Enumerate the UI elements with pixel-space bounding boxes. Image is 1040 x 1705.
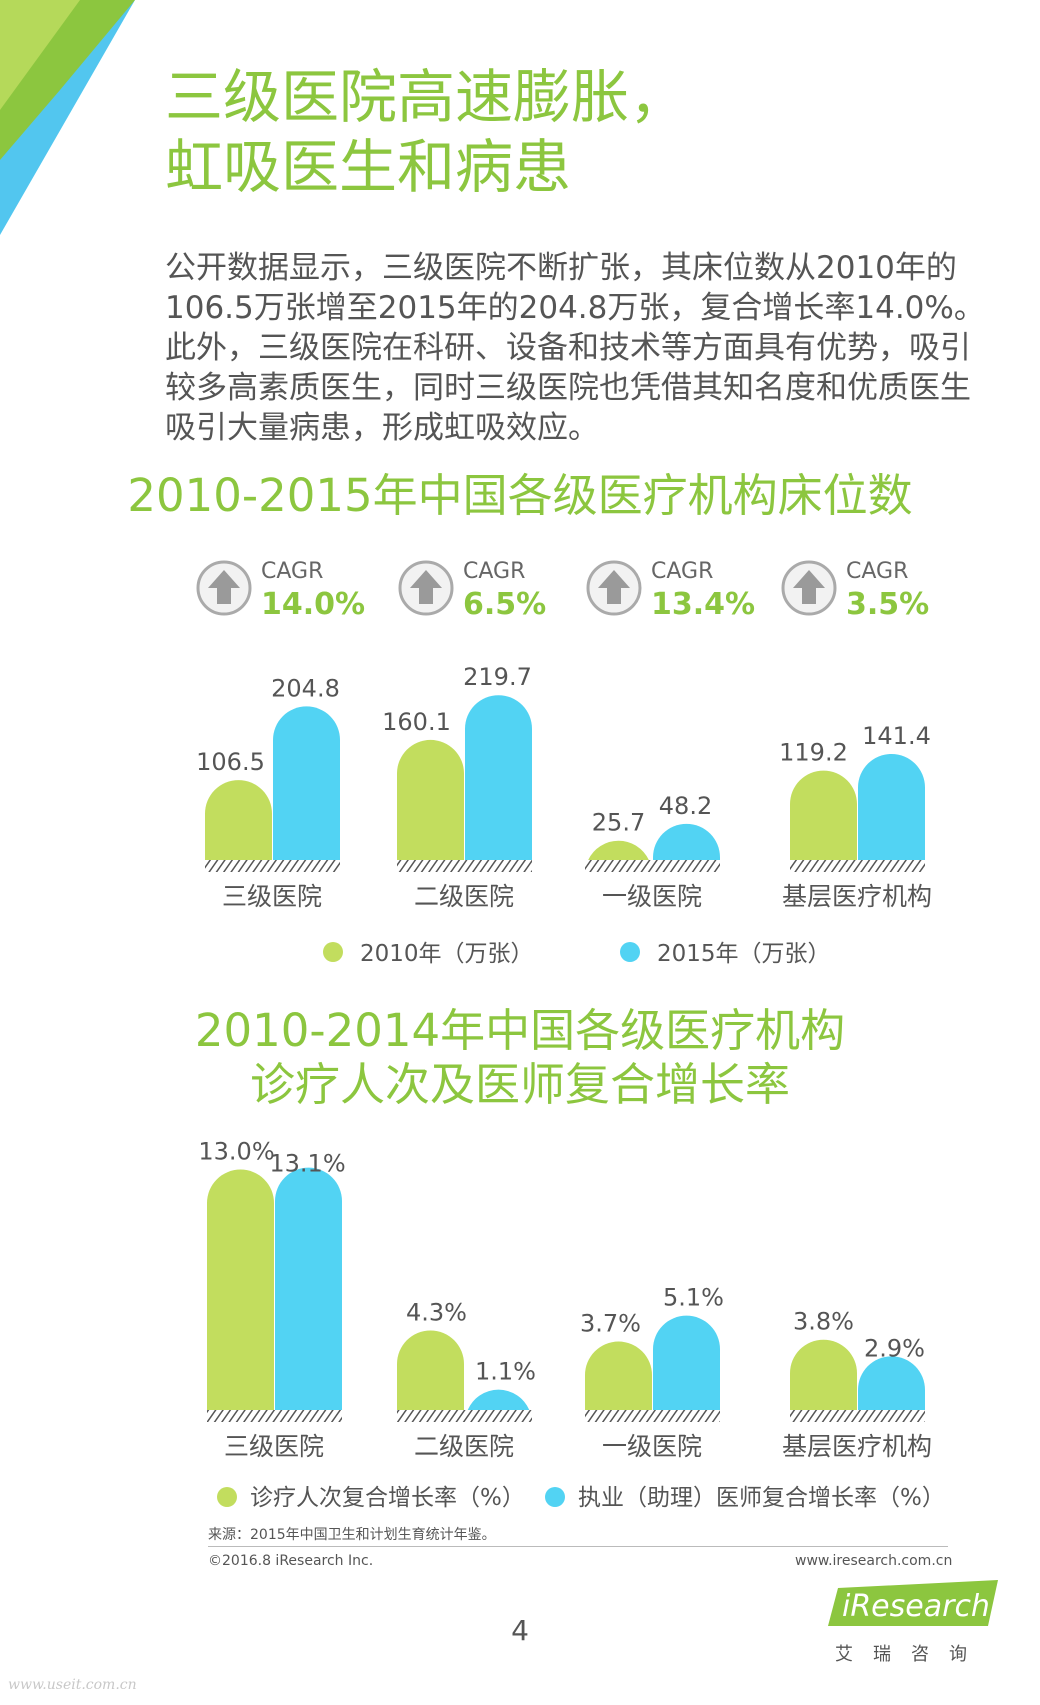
- data-label-series-1: 13.0%: [198, 1138, 274, 1166]
- data-label-series-1: 160.1: [382, 708, 451, 736]
- category-label: 基层医疗机构: [782, 882, 932, 911]
- category-label: 三级医院: [222, 882, 322, 911]
- cagr-badge: CAGR 3.5%: [780, 557, 950, 637]
- cagr-label: CAGR: [261, 559, 324, 584]
- bar-series-2: [858, 753, 925, 860]
- data-label-series-2: 1.1%: [475, 1358, 536, 1386]
- legend-label-doctors: 执业（助理）医师复合增长率（%）: [578, 1485, 945, 1511]
- bar-base-hatch: [397, 860, 532, 872]
- bar-series-2: [653, 1315, 720, 1410]
- up-arrow-icon: [781, 560, 837, 616]
- cagr-value: 13.4%: [651, 587, 756, 622]
- bar-base-hatch: [790, 1410, 925, 1422]
- chart2-title: 2010-2014年中国各级医疗机构 诊疗人次及医师复合增长率: [0, 1004, 1040, 1112]
- category-label: 三级医院: [224, 1432, 324, 1461]
- copyright: ©2016.8 iResearch Inc.: [208, 1553, 374, 1569]
- legend-label-2015: 2015年（万张）: [657, 941, 831, 967]
- category-label: 一级医院: [602, 1432, 702, 1461]
- bar-base-hatch: [397, 1410, 532, 1422]
- chart2-title-line-1: 2010-2014年中国各级医疗机构: [194, 1004, 846, 1057]
- bar-series-1: [790, 770, 857, 860]
- bar-series-1: [588, 840, 649, 860]
- cagr-badge: CAGR 13.4%: [585, 557, 755, 637]
- data-label-series-2: 13.1%: [269, 1150, 345, 1178]
- page-title-line-1: 三级医院高速膨胀，: [165, 63, 688, 131]
- data-label-series-1: 25.7: [592, 809, 645, 837]
- legend-label-2010: 2010年（万张）: [360, 941, 534, 967]
- category-label: 一级医院: [602, 882, 702, 911]
- chart2-growth-rate: 13.0%13.1% 三级医院 4.3% 1.1% 二级医院 3.7% 5.1% 一级医院 3.…: [198, 1138, 932, 1462]
- bar-base-hatch: [207, 1410, 342, 1422]
- bar-series-1: [207, 1169, 274, 1410]
- up-arrow-icon: [398, 560, 454, 616]
- up-arrow-icon: [586, 560, 642, 616]
- bar-series-2: [275, 1167, 342, 1410]
- watermark: www.useit.com.cn: [8, 1677, 137, 1693]
- bar-base-hatch: [790, 860, 925, 872]
- chart1-bed-count: 106.5 204.8 三级医院 160.1 219.7 二级医院 25.7 48.2 一级医院…: [196, 663, 932, 911]
- data-label-series-1: 106.5: [196, 748, 265, 776]
- data-label-series-1: 4.3%: [406, 1298, 467, 1326]
- cagr-label: CAGR: [846, 559, 909, 584]
- bar-series-1: [397, 739, 464, 860]
- bar-series-2: [858, 1356, 925, 1410]
- data-label-series-2: 141.4: [862, 722, 931, 750]
- category-label: 二级医院: [414, 882, 514, 911]
- data-label-series-2: 219.7: [463, 663, 532, 691]
- bar-series-1: [397, 1330, 464, 1410]
- bar-series-2: [465, 695, 532, 860]
- data-label-series-2: 2.9%: [864, 1334, 925, 1362]
- legend-dot-doctors: [545, 1487, 565, 1507]
- cagr-value: 14.0%: [261, 587, 366, 622]
- page-number: 4: [511, 1614, 529, 1647]
- cagr-value: 6.5%: [463, 587, 547, 622]
- cagr-label: CAGR: [651, 559, 714, 584]
- cagr-label: CAGR: [463, 559, 526, 584]
- iresearch-logo: iResearch: [828, 1580, 998, 1626]
- category-label: 二级医院: [414, 1432, 514, 1461]
- chart2-title-line-2: 诊疗人次及医师复合增长率: [249, 1058, 790, 1111]
- cagr-badge: CAGR 14.0%: [195, 557, 365, 637]
- logo-text: iResearch: [842, 1589, 990, 1624]
- logo-subtitle: 艾瑞咨询: [835, 1644, 987, 1665]
- data-label-series-1: 3.7%: [580, 1310, 641, 1338]
- corner-decoration: [0, 0, 135, 235]
- legend-dot-visits: [217, 1487, 237, 1507]
- category-label: 基层医疗机构: [782, 1432, 932, 1461]
- bar-base-hatch: [585, 1410, 720, 1422]
- page-title: 三级医院高速膨胀， 虹吸医生和病患: [165, 62, 687, 202]
- bar-series-1: [790, 1339, 857, 1410]
- footer-divider: [208, 1546, 948, 1547]
- intro-text: 公开数据显示，三级医院不断扩张，其床位数从2010年的106.5万张增至2015…: [165, 250, 985, 446]
- bar-base-hatch: [585, 860, 720, 872]
- chart1-title: 2010-2015年中国各级医疗机构床位数: [127, 469, 913, 522]
- bar-series-2: [467, 1389, 530, 1410]
- data-label-series-2: 204.8: [271, 674, 340, 702]
- data-label-series-1: 119.2: [779, 739, 848, 767]
- source-note: 来源：2015年中国卫生和计划生育统计年鉴。: [208, 1527, 496, 1543]
- data-label-series-2: 48.2: [659, 792, 712, 820]
- legend-dot-2015: [620, 942, 640, 962]
- cagr-badge: CAGR 6.5%: [397, 557, 567, 637]
- data-label-series-1: 3.8%: [793, 1308, 854, 1336]
- cagr-value: 3.5%: [846, 587, 930, 622]
- legend-dot-2010: [323, 942, 343, 962]
- bar-series-1: [205, 780, 272, 860]
- up-arrow-icon: [196, 560, 252, 616]
- legend-label-visits: 诊疗人次复合增长率（%）: [250, 1485, 525, 1511]
- data-label-series-2: 5.1%: [663, 1284, 724, 1312]
- bar-series-2: [653, 823, 720, 860]
- bar-series-2: [273, 706, 340, 860]
- page-title-line-2: 虹吸医生和病患: [165, 133, 572, 201]
- website-link[interactable]: www.iresearch.com.cn: [795, 1553, 953, 1569]
- bar-base-hatch: [205, 860, 340, 872]
- bar-series-1: [585, 1341, 652, 1410]
